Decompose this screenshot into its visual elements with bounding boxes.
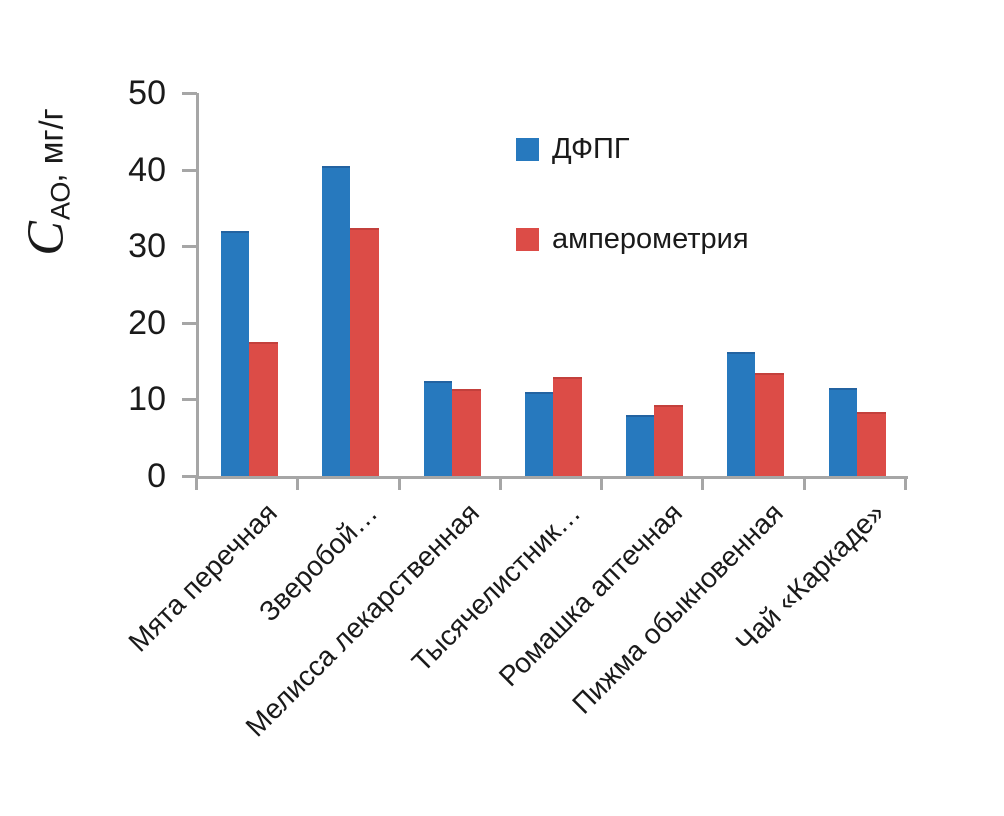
bar-amperometria-7 <box>856 412 886 476</box>
y-tick-mark <box>182 321 197 325</box>
bar-amperometria-5 <box>654 404 684 476</box>
legend-swatch-dfpg <box>516 137 539 161</box>
x-category-label-1: Мята перечная <box>121 497 283 658</box>
legend-label-dfpg: ДФПГ <box>552 132 630 165</box>
bar-amperometria-1 <box>249 341 278 476</box>
y-tick-mark <box>182 168 197 172</box>
y-axis-title-subscript: АО <box>45 181 76 221</box>
bar-group-1 <box>199 93 300 476</box>
bar-group-7 <box>807 93 908 476</box>
y-tick-label-50: 50 <box>128 74 166 112</box>
legend-label-amperometry: амперометрия <box>552 222 749 255</box>
legend: ДФПГ амперометрия <box>516 132 749 314</box>
bar-dfpg-4 <box>524 391 553 476</box>
x-tick-mark <box>802 476 806 490</box>
x-category-label-5: Ромашка аптечная <box>492 497 688 693</box>
y-tick-mark <box>182 475 197 478</box>
y-tick-label-0: 0 <box>147 457 166 495</box>
bar-amperometria-3 <box>451 388 481 476</box>
bar-group-5 <box>604 93 705 476</box>
legend-item-amperometry: амперометрия <box>516 222 749 255</box>
x-tick-mark <box>296 476 300 490</box>
y-tick-mark <box>182 398 197 402</box>
y-tick-label-20: 20 <box>128 303 166 342</box>
x-tick-mark <box>498 476 502 490</box>
legend-swatch-amperometry <box>516 227 539 251</box>
y-tick-label-40: 40 <box>128 150 166 189</box>
bar-dfpg-5 <box>626 414 655 476</box>
y-tick-label-30: 30 <box>128 227 166 266</box>
y-tick-label-10: 10 <box>128 380 166 419</box>
bar-amperometria-6 <box>755 372 785 476</box>
bar-group-3 <box>402 93 503 476</box>
bar-dfpg-3 <box>423 381 452 476</box>
bar-group-2 <box>300 93 401 476</box>
x-tick-mark <box>701 476 705 490</box>
bar-amperometria-2 <box>350 227 380 476</box>
bar-dfpg-2 <box>322 165 351 476</box>
bar-amperometria-4 <box>552 377 582 476</box>
bar-group-4 <box>503 93 604 476</box>
bar-dfpg-6 <box>727 351 756 476</box>
plot-area <box>196 93 908 479</box>
x-category-label-4: Тысячелистник… <box>405 497 587 678</box>
x-tick-mark <box>904 476 907 490</box>
bar-dfpg-1 <box>221 230 249 476</box>
y-tick-mark <box>182 245 197 249</box>
legend-item-dfpg: ДФПГ <box>516 132 749 165</box>
x-tick-mark <box>195 476 198 490</box>
y-tick-mark <box>182 92 197 95</box>
bar-group-6 <box>705 93 806 476</box>
x-tick-mark <box>600 476 604 490</box>
x-tick-mark <box>397 476 401 490</box>
bar-dfpg-7 <box>828 387 857 476</box>
